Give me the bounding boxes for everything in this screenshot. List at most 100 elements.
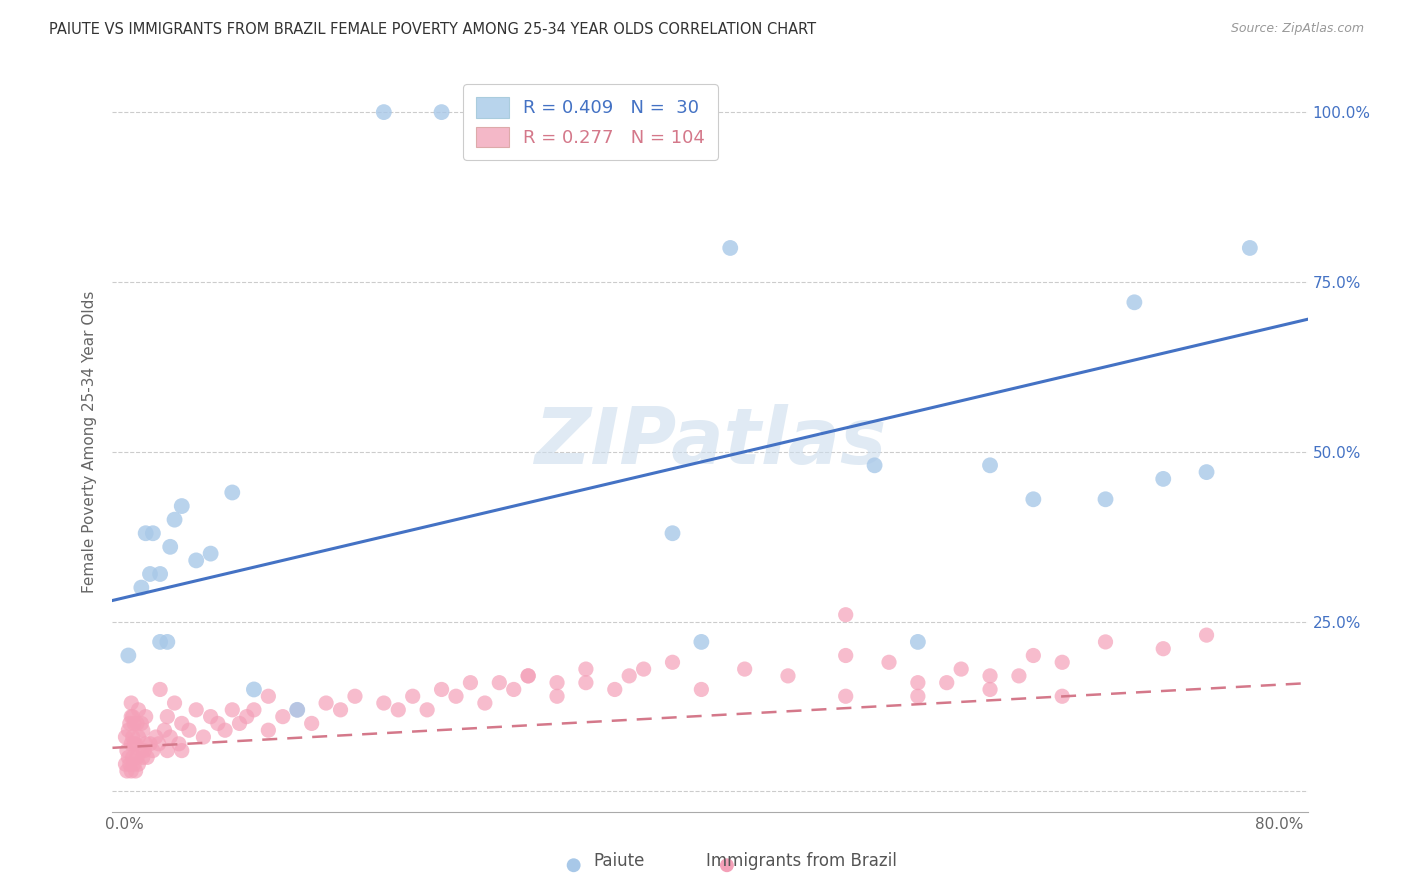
Point — [834, 690, 856, 704]
Point — [834, 607, 856, 622]
Point — [546, 675, 568, 690]
Point — [177, 723, 200, 738]
Point — [257, 690, 280, 704]
Point — [132, 723, 155, 738]
Point — [315, 696, 337, 710]
Point — [186, 553, 208, 567]
Point — [156, 635, 179, 649]
Point — [134, 743, 156, 757]
Text: PAIUTE VS IMMIGRANTS FROM BRAZIL FEMALE POVERTY AMONG 25-34 YEAR OLDS CORRELATIO: PAIUTE VS IMMIGRANTS FROM BRAZIL FEMALE … — [49, 22, 817, 37]
Point — [121, 750, 143, 764]
Point — [122, 757, 145, 772]
Point — [221, 703, 243, 717]
Point — [1152, 641, 1174, 656]
Point — [115, 743, 138, 757]
Point — [690, 635, 713, 649]
Point — [135, 737, 157, 751]
Point — [153, 723, 176, 738]
Point — [734, 662, 756, 676]
Point — [603, 682, 626, 697]
Point — [776, 669, 799, 683]
Point — [979, 669, 1001, 683]
Point — [170, 743, 193, 757]
Point — [979, 682, 1001, 697]
Point — [156, 709, 179, 723]
Point — [124, 737, 146, 751]
Point — [877, 655, 900, 669]
Point — [118, 757, 141, 772]
Point — [127, 757, 149, 772]
Point — [120, 709, 142, 723]
Point — [488, 675, 510, 690]
Point — [221, 485, 243, 500]
Point — [163, 696, 186, 710]
Point — [193, 730, 215, 744]
Point — [117, 723, 139, 738]
Point — [156, 743, 179, 757]
Point — [460, 675, 482, 690]
Text: Source: ZipAtlas.com: Source: ZipAtlas.com — [1230, 22, 1364, 36]
Point — [163, 513, 186, 527]
Point — [575, 662, 598, 676]
Point — [120, 764, 142, 778]
Point — [329, 703, 352, 717]
Point — [387, 703, 409, 717]
Point — [120, 696, 142, 710]
Point — [117, 648, 139, 663]
Point — [834, 648, 856, 663]
Point — [430, 682, 453, 697]
Point — [243, 703, 266, 717]
Point — [135, 526, 157, 541]
Point — [979, 458, 1001, 473]
Point — [562, 858, 585, 872]
Point — [135, 709, 157, 723]
Point — [301, 716, 323, 731]
Point — [121, 709, 143, 723]
Point — [149, 566, 172, 581]
Text: Paiute: Paiute — [593, 852, 644, 870]
Point — [1123, 295, 1146, 310]
Point — [127, 730, 149, 744]
Point — [243, 682, 266, 697]
Point — [1195, 628, 1218, 642]
Point — [125, 750, 148, 764]
Point — [159, 540, 181, 554]
Point — [633, 662, 655, 676]
Point — [1008, 669, 1031, 683]
Point — [118, 716, 141, 731]
Point — [907, 635, 929, 649]
Point — [114, 757, 136, 772]
Point — [235, 709, 257, 723]
Point — [950, 662, 973, 676]
Point — [127, 703, 149, 717]
Point — [343, 690, 366, 704]
Point — [121, 730, 143, 744]
Point — [186, 703, 208, 717]
Point — [718, 241, 741, 255]
Point — [145, 730, 167, 744]
Legend: R = 0.409   N =  30, R = 0.277   N = 104: R = 0.409 N = 30, R = 0.277 N = 104 — [464, 84, 717, 160]
Point — [517, 669, 540, 683]
Point — [373, 105, 395, 120]
Point — [124, 764, 146, 778]
Point — [125, 716, 148, 731]
Point — [1022, 648, 1045, 663]
Point — [136, 750, 159, 764]
Point — [502, 682, 524, 697]
Point — [935, 675, 957, 690]
Point — [1195, 465, 1218, 479]
Point — [474, 696, 496, 710]
Point — [661, 526, 683, 541]
Point — [207, 716, 229, 731]
Point — [132, 750, 155, 764]
Text: Immigrants from Brazil: Immigrants from Brazil — [706, 852, 897, 870]
Point — [131, 743, 153, 757]
Point — [257, 723, 280, 738]
Point — [1094, 635, 1116, 649]
Point — [444, 690, 467, 704]
Point — [1094, 492, 1116, 507]
Point — [142, 743, 165, 757]
Point — [214, 723, 236, 738]
Point — [228, 716, 250, 731]
Point — [907, 675, 929, 690]
